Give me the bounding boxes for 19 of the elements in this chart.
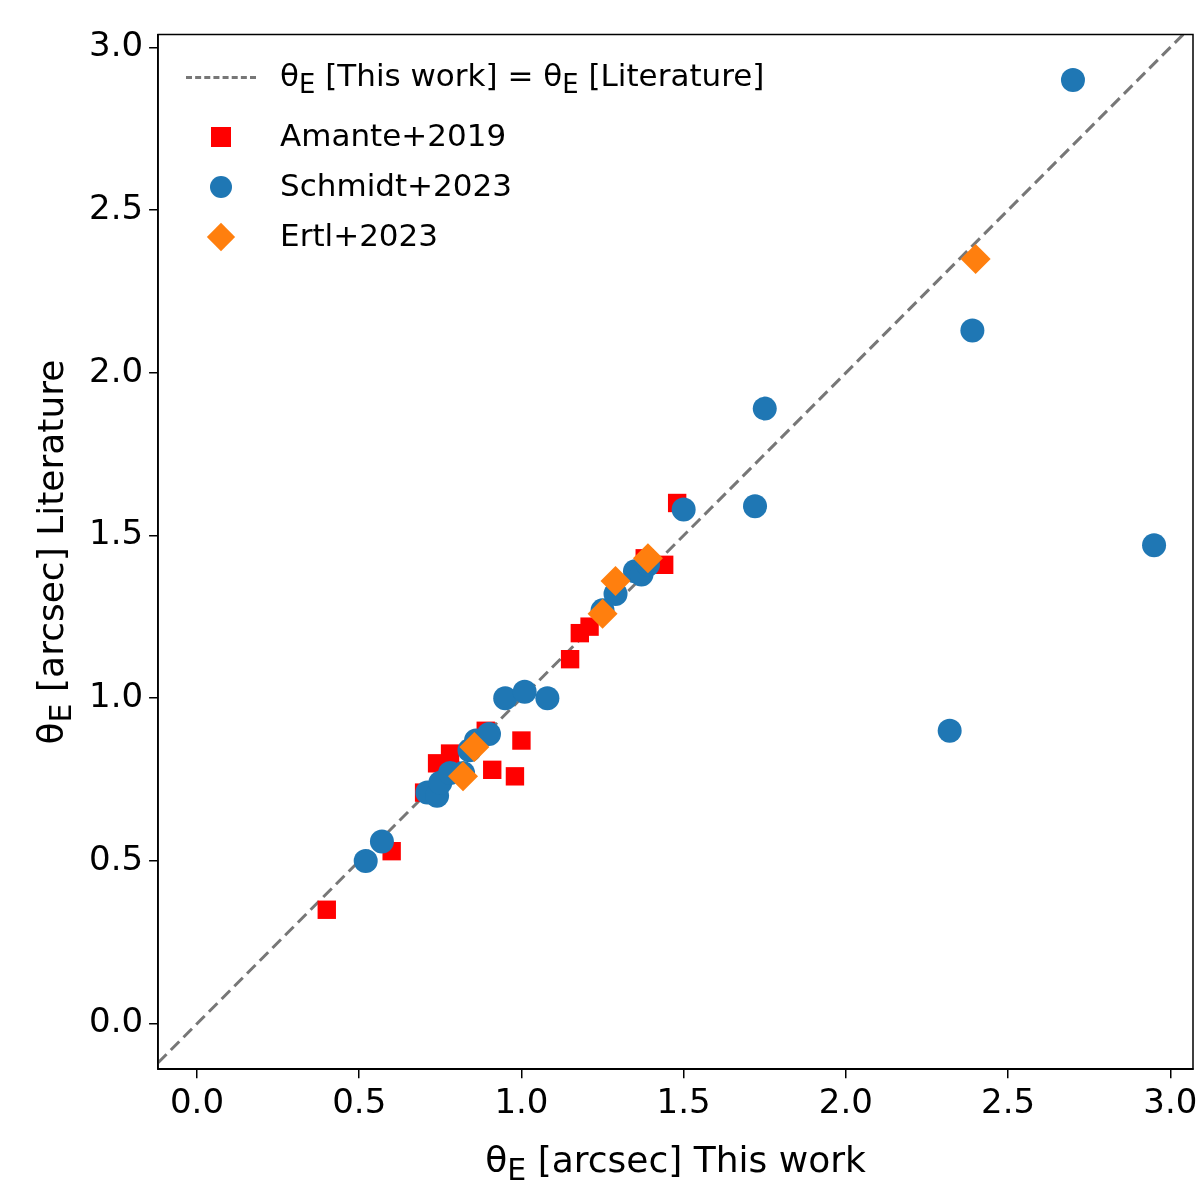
legend-label: Ertl+2023	[280, 216, 439, 253]
x-tick-label: 1.5	[656, 1081, 711, 1122]
x-tick-label: 0.5	[332, 1081, 387, 1122]
y-tick-label: 0.5	[88, 837, 144, 878]
legend-label: Amante+2019	[280, 116, 507, 153]
x-tick-label: 1.0	[494, 1081, 549, 1122]
x-tick-label: 3.0	[1143, 1081, 1198, 1122]
y-tick-label: 0.0	[88, 1000, 144, 1041]
y-tick-label: 1.0	[88, 675, 144, 716]
legend-label: θ$_{E}$ [This work] = θ$_{E}$ [Literature]	[280, 57, 765, 100]
x-tick-label: 2.0	[818, 1081, 873, 1122]
y-tick-label: 3.0	[88, 24, 144, 65]
y-tick-label: 2.5	[88, 186, 144, 227]
y-tick-label: 2.0	[88, 349, 144, 390]
legend-label: Schmidt+2023	[280, 166, 512, 203]
x-tick-label: 2.5	[981, 1081, 1036, 1122]
x-tick-label: 0.0	[169, 1081, 225, 1122]
x-axis-title: θ$_{E}$ [arcsec] This work	[484, 1139, 867, 1188]
y-tick-label: 1.5	[88, 512, 144, 553]
